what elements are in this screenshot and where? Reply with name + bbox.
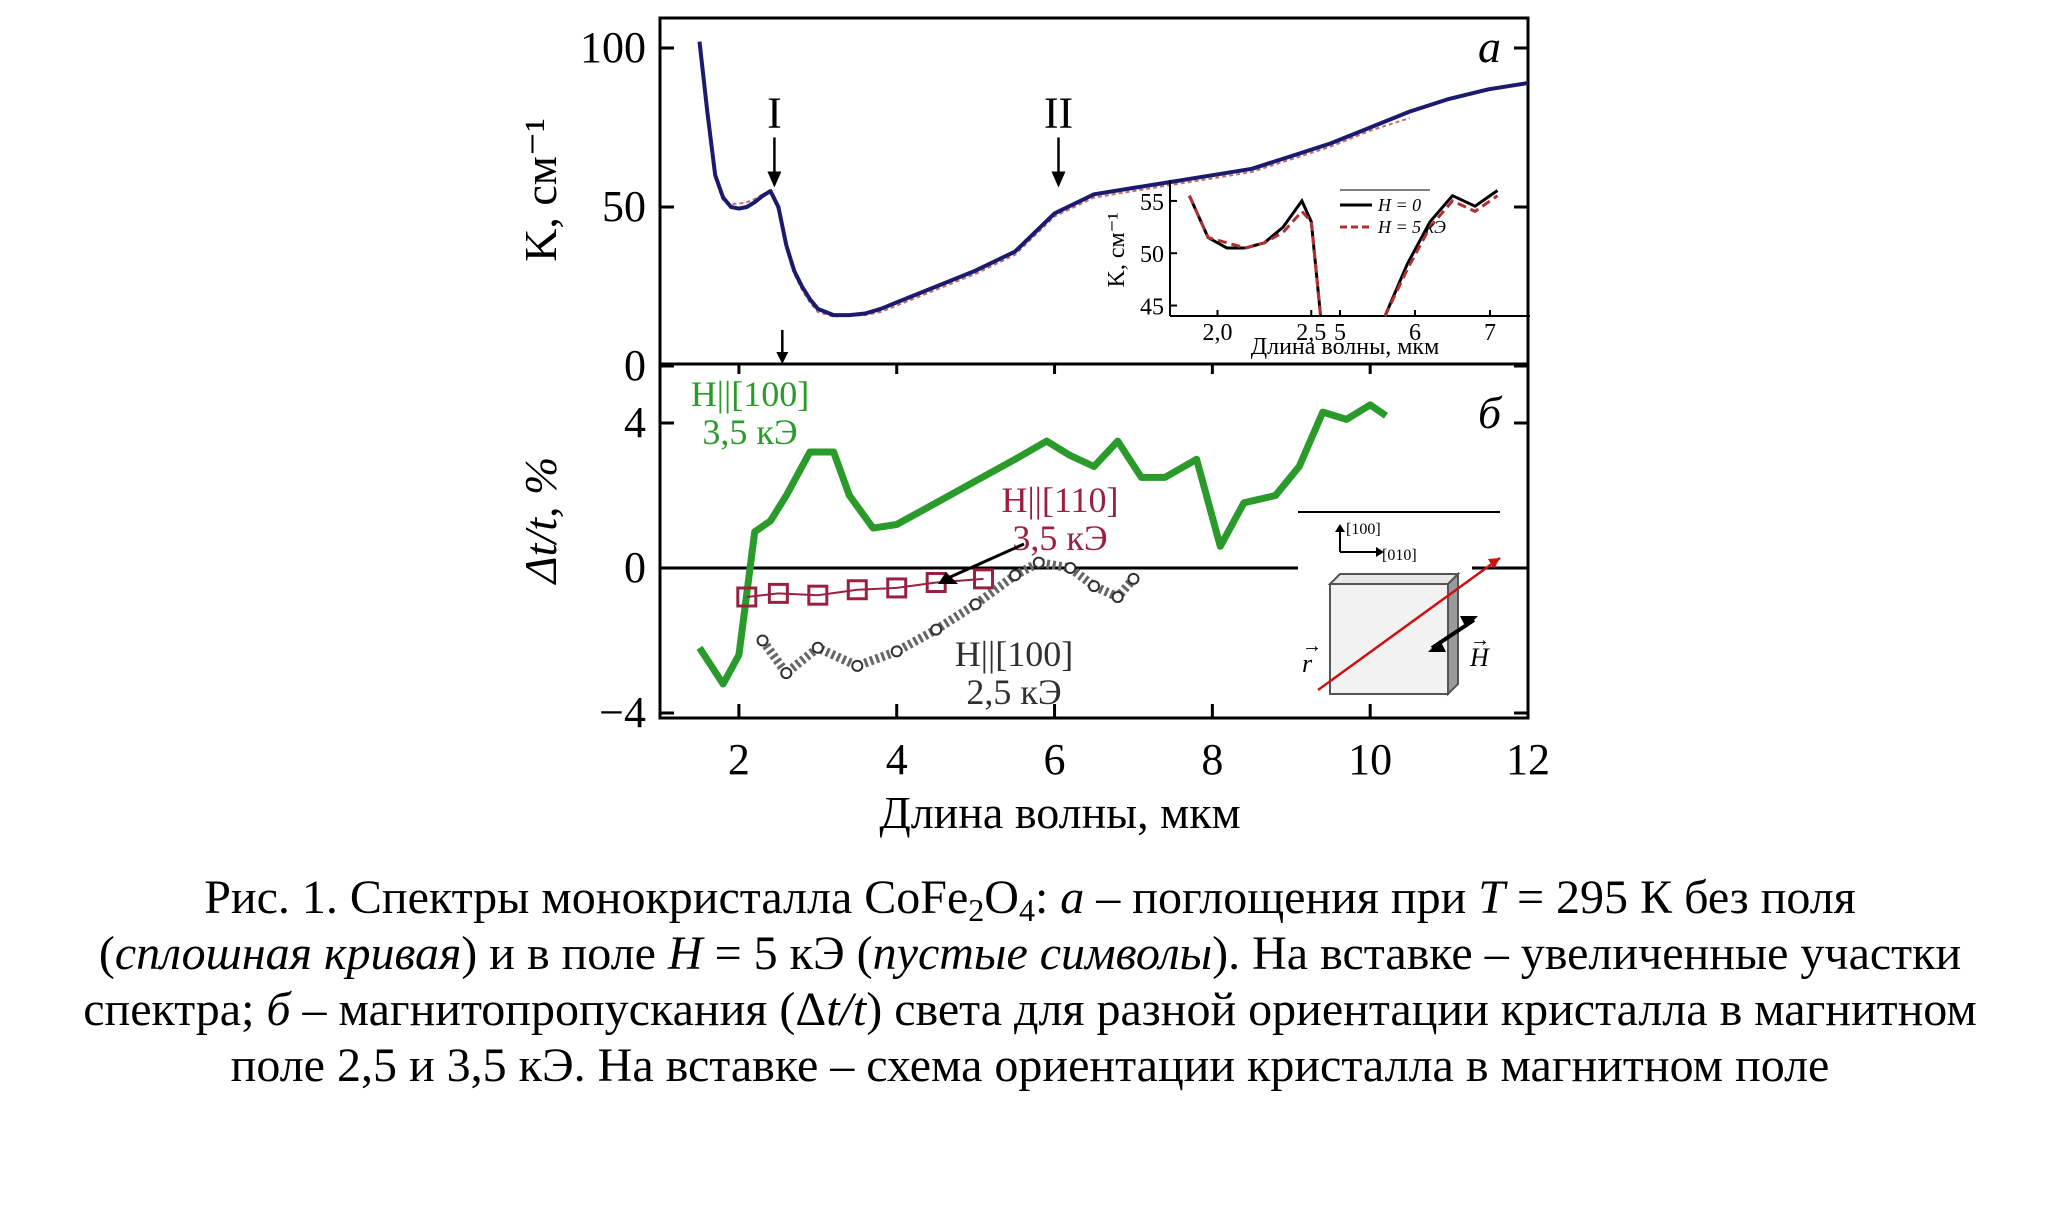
panel-label-b: б <box>1478 387 1503 438</box>
inset-y-tick-label: 45 <box>1140 295 1164 321</box>
label-green-100-1: H||[100] <box>691 374 809 414</box>
label-maroon-110-2: 3,5 кЭ <box>1012 518 1107 558</box>
series-green-100 <box>696 401 1388 688</box>
inset-x-tick-label: 7 <box>1484 320 1496 346</box>
annotation-label-2: II <box>1044 88 1073 137</box>
series-black-100-marker <box>780 667 793 680</box>
vector-r-label: r <box>1302 649 1313 678</box>
axis-100-head <box>1335 524 1345 532</box>
caption-line-4: поле 2,5 и 3,5 кЭ. На вставке – схема ор… <box>230 1039 1830 1092</box>
inset-y-tick-label: 55 <box>1140 190 1164 216</box>
y-tick-label-a: 100 <box>580 23 646 72</box>
y-tick-label-b: 0 <box>624 543 646 592</box>
x-tick-label: 6 <box>1044 735 1066 784</box>
light-ray-r <box>1317 556 1501 692</box>
caption-line-1: Рис. 1. Спектры монокристалла CoFe2O4: а… <box>204 871 1856 928</box>
label-black-100-1: H||[100] <box>955 634 1073 674</box>
inset-x-tick-label: 5 <box>1334 320 1346 346</box>
x-tick-label: 8 <box>1201 735 1223 784</box>
label-maroon-arrow-head <box>938 572 958 584</box>
series-black-100-marker <box>1009 569 1022 582</box>
series-h5-symbols-line <box>698 44 1410 318</box>
label-green-100-2: 3,5 кЭ <box>702 412 797 452</box>
series-black-100-marker <box>1088 580 1100 593</box>
figure-caption: Рис. 1. Спектры монокристалла CoFe2O4: а… <box>40 870 2020 1094</box>
x-tick-label: 12 <box>1506 735 1550 784</box>
y-tick-label-a: 0 <box>624 341 646 390</box>
annotation-label-1: I <box>767 88 782 137</box>
axis-010-head <box>1376 547 1384 557</box>
inset-legend-label: H = 0 <box>1377 195 1421 215</box>
series-black-100-marker <box>1127 572 1140 585</box>
series-maroon-110-line <box>746 577 984 598</box>
series-black-100-marker <box>969 598 982 611</box>
vector-h-arrow: → <box>1470 629 1490 651</box>
inset-series-2-right <box>1383 194 1499 317</box>
y-axis-label-b: Δt/t, % <box>515 457 566 586</box>
inset-y-tick-label: 50 <box>1140 242 1164 268</box>
series-black-100-marker <box>1032 556 1045 569</box>
inset-chart: 45 50 55 2,0 2,5 5 6 7 Длина волны, мкм K, см⁻¹ H … <box>1104 180 1530 360</box>
series-black-100-marker <box>811 641 824 654</box>
axis-010-label: [010] <box>1382 547 1417 564</box>
series-black-100-marker <box>890 645 903 658</box>
x-tick-label: 2 <box>728 735 750 784</box>
x-tick-label: 4 <box>886 735 908 784</box>
inset-y-axis-label: K, см⁻¹ <box>1104 212 1130 287</box>
orientation-schematic: [100][010]r→ H→ <box>1298 511 1501 697</box>
label-maroon-arrow <box>947 542 1025 580</box>
series-black-100-marker <box>851 659 864 672</box>
vector-h-label: H <box>1469 643 1490 672</box>
caption-line-3: спектра; б – магнитопропускания (Δt/t) с… <box>83 983 1977 1036</box>
light-ray-head <box>1488 558 1500 569</box>
inset-series-1-right <box>1383 189 1499 317</box>
caption-line-2: (сплошная кривая) и в поле H = 5 кЭ (пус… <box>98 927 1962 980</box>
panel-label-a: а <box>1478 21 1501 72</box>
field-h-head-2 <box>1460 616 1478 628</box>
annotation-arrow-head-1 <box>767 171 782 188</box>
inset-x-axis-label: Длина волны, мкм <box>1251 334 1440 360</box>
inset-x-tick-label: 2,5 <box>1296 320 1326 346</box>
axis-100-label: [100] <box>1346 521 1381 538</box>
series-h0-line <box>697 41 1529 318</box>
x-axis-label: Длина волны, мкм <box>879 787 1240 838</box>
series-black-100-marker <box>1064 562 1077 574</box>
divider-arrow-head <box>776 352 789 364</box>
inset-legend-label: H = 5 кЭ <box>1377 217 1446 237</box>
x-tick-label: 10 <box>1348 735 1392 784</box>
inset-series-2-left <box>1188 195 1323 317</box>
series-black-100-marker <box>1111 591 1124 603</box>
series-black-100-marker <box>756 634 769 647</box>
series-maroon-110-marker <box>736 586 758 608</box>
y-tick-label-b: 4 <box>624 398 646 447</box>
label-black-100-2: 2,5 кЭ <box>966 672 1061 712</box>
y-tick-label-a: 50 <box>602 182 646 231</box>
label-maroon-110-1: H||[110] <box>1001 480 1118 520</box>
inset-series-1-left <box>1188 195 1323 317</box>
y-tick-label-b: −4 <box>599 688 646 737</box>
crystal-top-face <box>1327 573 1461 585</box>
vector-r-arrow: → <box>1302 635 1322 657</box>
series-black-100-marker <box>930 623 943 636</box>
field-h-head-1 <box>1428 640 1446 652</box>
annotation-arrow-head-2 <box>1051 171 1066 188</box>
panel-b: −4 0 4 2 4 6 8 10 12 Длина волны, мкм Δt/t, % б H||[… <box>515 364 1550 838</box>
inset-x-tick-label: 2,0 <box>1203 320 1233 346</box>
y-axis-label-a: K, см⁻¹ <box>515 118 566 262</box>
inset-x-tick-label: 6 <box>1409 320 1421 346</box>
